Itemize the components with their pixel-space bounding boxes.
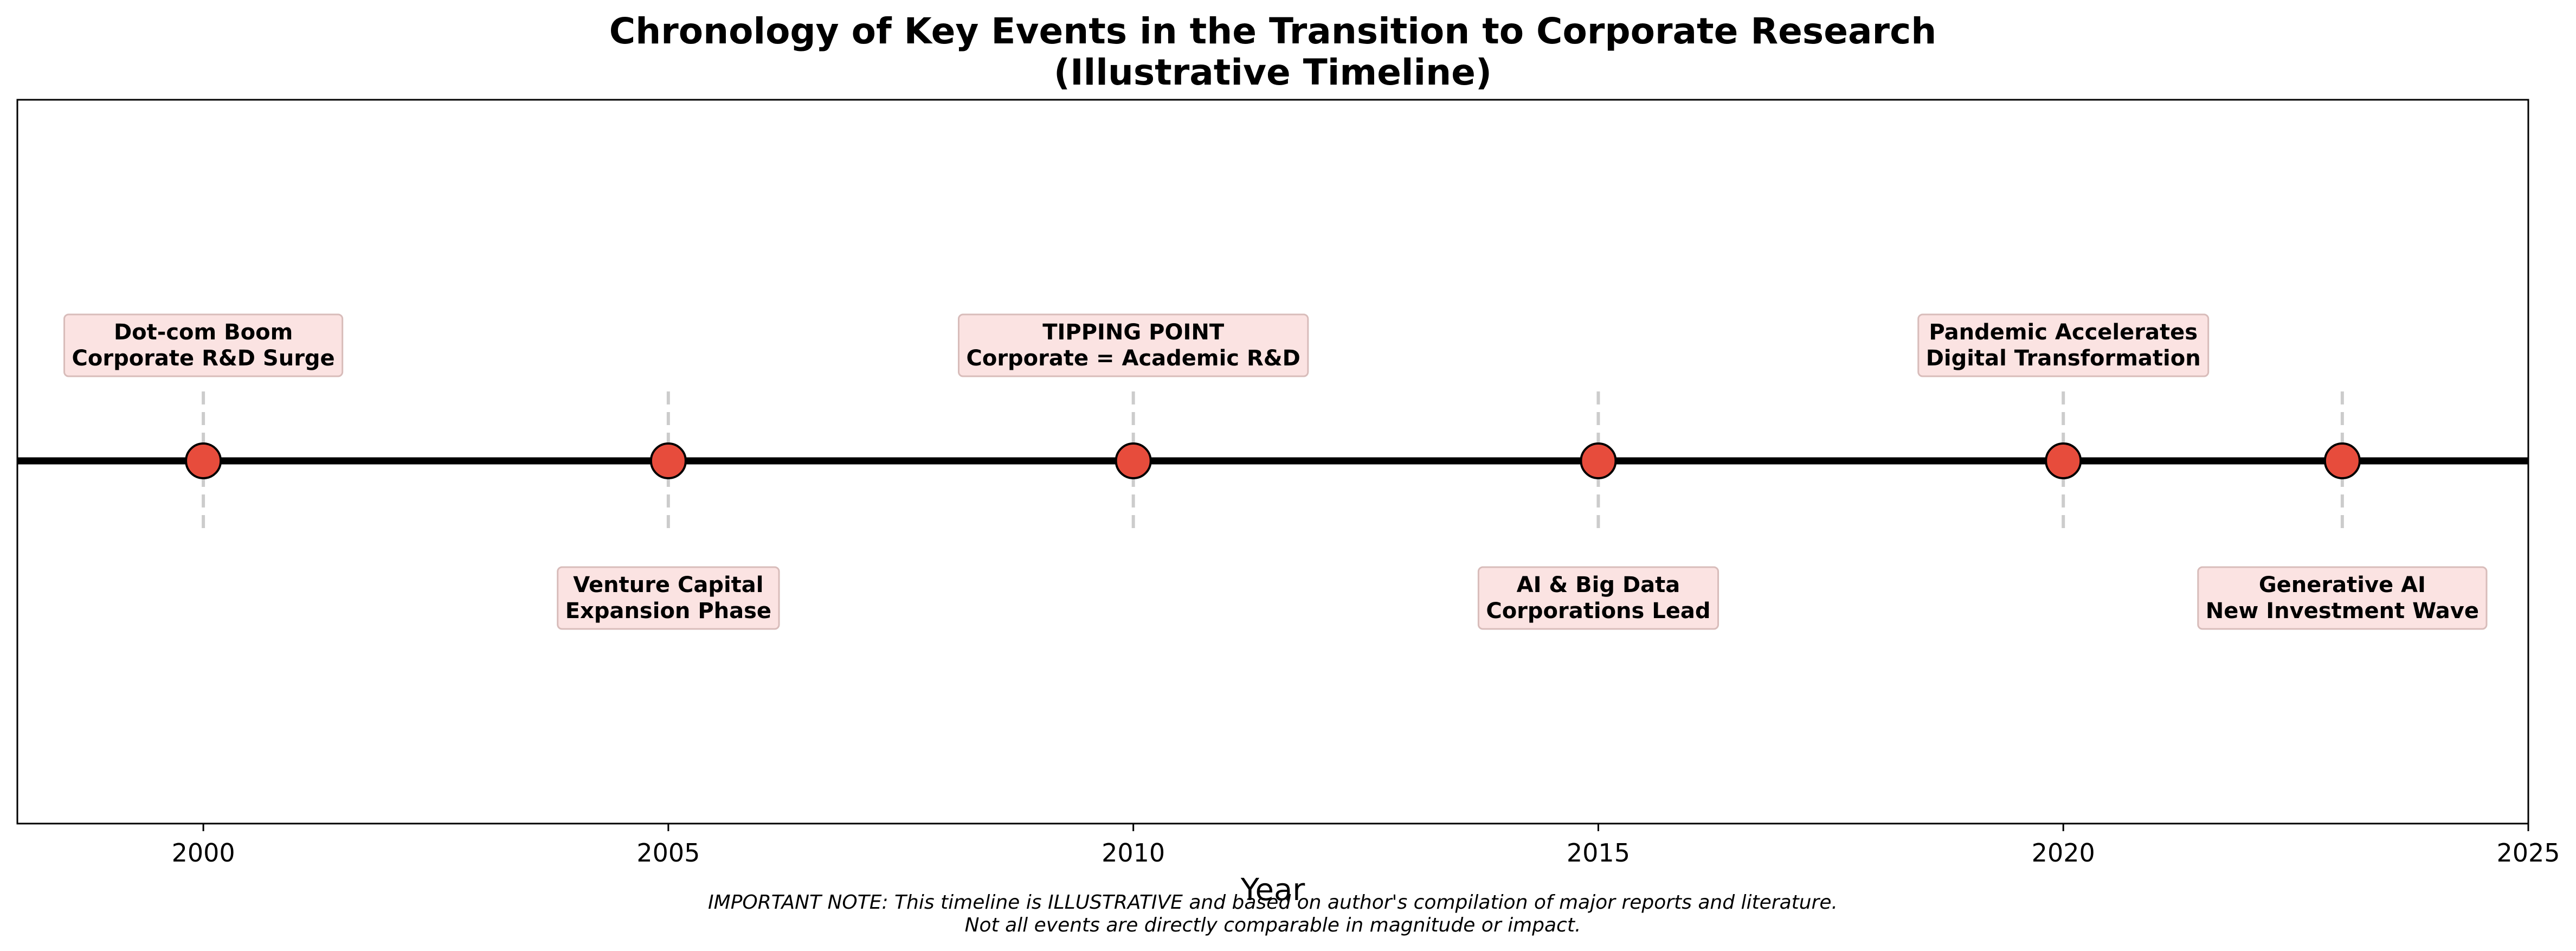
x-tick-label: 2010 xyxy=(1102,838,1165,868)
event-marker xyxy=(1580,442,1617,479)
event-marker xyxy=(1115,442,1152,479)
event-label: Dot-com Boom Corporate R&D Surge xyxy=(63,313,344,377)
event-marker xyxy=(2323,442,2361,479)
event-label-box xyxy=(63,313,344,377)
event-label-box xyxy=(1477,566,1720,630)
event-label-text: AI & Big Data Corporations Lead xyxy=(1486,573,1710,624)
x-tick-label: 2025 xyxy=(2496,838,2560,868)
event-label-box xyxy=(957,313,1309,377)
event-marker xyxy=(2045,442,2082,479)
event-label: Pandemic Accelerates Digital Transformati… xyxy=(1917,313,2210,377)
event-label: Generative AI New Investment Wave xyxy=(2197,566,2488,630)
event-marker xyxy=(649,442,687,479)
event-label-box xyxy=(2197,566,2488,630)
event-marker xyxy=(185,442,222,479)
event-label-box xyxy=(557,566,780,630)
plot-frame xyxy=(16,99,2529,825)
event-label-text: Dot-com Boom Corporate R&D Surge xyxy=(72,320,335,371)
x-tick-label: 2020 xyxy=(2032,838,2095,868)
x-tick-label: 2015 xyxy=(1567,838,1630,868)
chart-title: Chronology of Key Events in the Transiti… xyxy=(609,10,1936,93)
footnote: IMPORTANT NOTE: This timeline is ILLUSTR… xyxy=(708,891,1838,936)
event-label: TIPPING POINT Corporate = Academic R&D xyxy=(957,313,1309,377)
x-tick-label: 2005 xyxy=(636,838,700,868)
x-axis-label: Year xyxy=(1240,872,1306,908)
event-label: AI & Big Data Corporations Lead xyxy=(1477,566,1720,630)
event-label-box xyxy=(1917,313,2210,377)
event-label-text: Pandemic Accelerates Digital Transformati… xyxy=(1926,320,2201,371)
event-label-text: Venture Capital Expansion Phase xyxy=(565,573,771,624)
event-label-text: Generative AI New Investment Wave xyxy=(2206,573,2479,624)
event-label: Venture Capital Expansion Phase xyxy=(557,566,780,630)
plot-area: Dot-com Boom Corporate R&D Surge Venture C… xyxy=(16,99,2560,868)
x-tick-label: 2000 xyxy=(172,838,235,868)
event-label-text: TIPPING POINT Corporate = Academic R&D xyxy=(966,320,1300,371)
